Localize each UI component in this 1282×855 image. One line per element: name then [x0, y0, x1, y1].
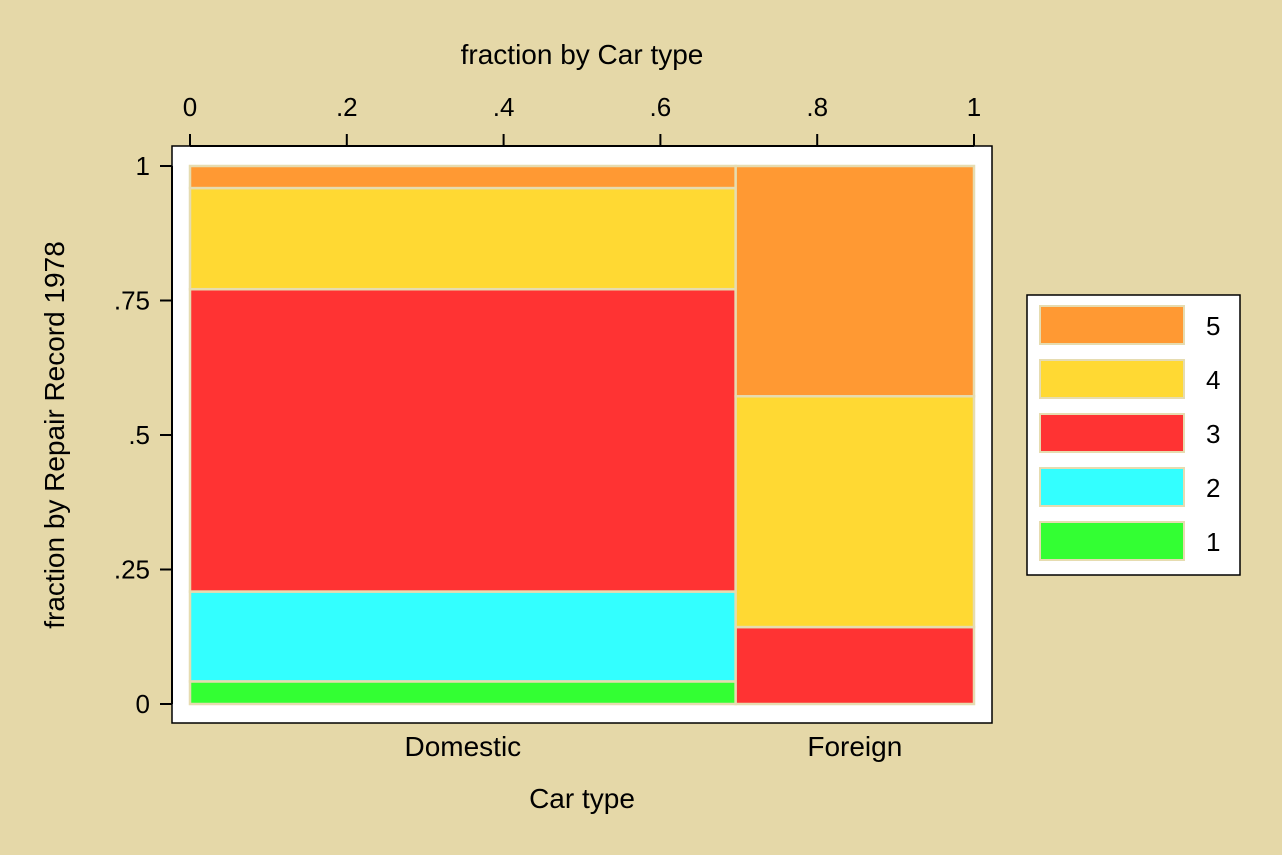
tile-foreign-5	[734, 164, 976, 398]
y-tick-label: .75	[114, 286, 150, 316]
category-labels: Domestic Foreign	[404, 731, 902, 762]
top-tick-label: 1	[967, 92, 981, 122]
tile-domestic-5	[188, 164, 737, 190]
y-axis-ticks: 0 .25 .5 .75 1	[114, 151, 172, 719]
top-tick-label: .8	[806, 92, 828, 122]
category-label-domestic: Domestic	[404, 731, 521, 762]
category-label-foreign: Foreign	[807, 731, 902, 762]
y-tick-label: .25	[114, 555, 150, 585]
legend-swatch-2	[1039, 467, 1185, 507]
legend-label-3: 3	[1206, 419, 1220, 449]
tile-domestic-4	[188, 186, 737, 291]
x-axis-title: Car type	[529, 783, 635, 814]
top-tick-label: .2	[336, 92, 358, 122]
legend: 5 4 3 2 1	[1039, 305, 1220, 561]
tile-foreign-3	[734, 625, 976, 706]
y-tick-label: 0	[136, 689, 150, 719]
legend-swatch-1	[1039, 521, 1185, 561]
tile-foreign-4	[734, 395, 976, 629]
mosaic-tiles	[188, 164, 976, 706]
top-axis-title: fraction by Car type	[461, 39, 704, 70]
legend-swatch-3	[1039, 413, 1185, 453]
y-tick-label: 1	[136, 151, 150, 181]
top-tick-label: .4	[493, 92, 515, 122]
top-tick-label: .6	[650, 92, 672, 122]
legend-label-2: 2	[1206, 473, 1220, 503]
legend-label-5: 5	[1206, 311, 1220, 341]
tile-domestic-3	[188, 287, 737, 593]
legend-label-1: 1	[1206, 527, 1220, 557]
top-axis-ticks: 0 .2 .4 .6 .8 1	[183, 92, 981, 146]
tile-domestic-1	[188, 680, 737, 706]
legend-swatch-4	[1039, 359, 1185, 399]
top-tick-label: 0	[183, 92, 197, 122]
tile-domestic-2	[188, 590, 737, 683]
legend-label-4: 4	[1206, 365, 1220, 395]
y-axis-title: fraction by Repair Record 1978	[39, 241, 70, 629]
legend-swatch-5	[1039, 305, 1185, 345]
y-tick-label: .5	[128, 420, 150, 450]
